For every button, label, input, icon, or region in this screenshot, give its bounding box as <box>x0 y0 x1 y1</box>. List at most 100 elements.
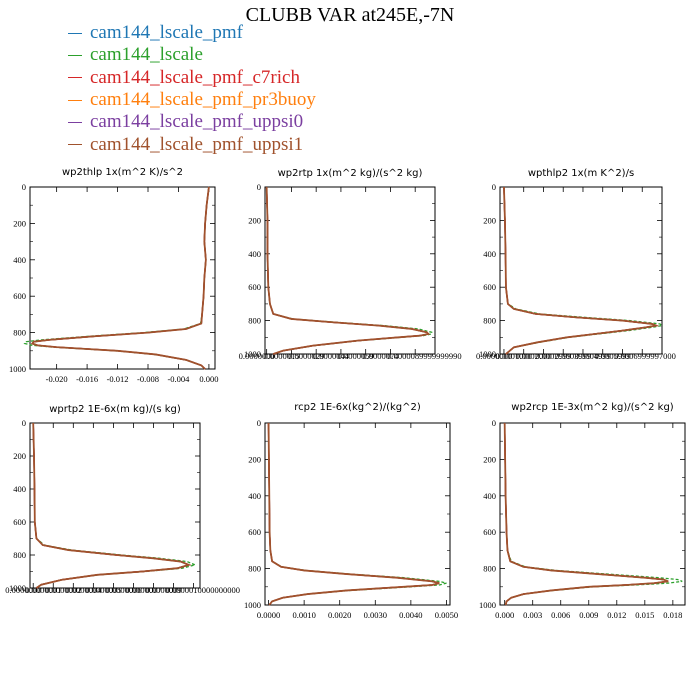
y-tick-label: 800 <box>483 316 496 326</box>
legend-label: cam144_lscale_pmf_pr3buoy <box>90 89 316 111</box>
y-tick-label: 800 <box>13 328 26 338</box>
y-tick-label: 800 <box>248 316 261 326</box>
subplot: wp2thlp 1x(m^2 K)/s^2 0 200 400 600 800 1000 -0… <box>9 167 218 384</box>
x-tick-label: 0.0040 <box>399 610 422 620</box>
y-tick-label: 0 <box>492 182 496 192</box>
subplot-title: wpthlp2 1x(m K^2)/s <box>528 168 634 179</box>
x-tick-label: 0.0000004 <box>65 585 102 595</box>
y-tick-label: 400 <box>248 249 261 259</box>
series-line-cam144-lscale-pmf-c7rich <box>32 422 191 589</box>
plot-frame <box>264 422 451 606</box>
x-tick-label: 0.0005999 <box>594 351 630 361</box>
y-tick-label: 1000 <box>479 600 496 610</box>
subplot: wprtp2 1E-6x(m kg)/(s kg) 0 200 400 600 800 10… <box>5 404 240 595</box>
y-tick-label: 1000 <box>244 349 261 359</box>
series-line-cam144-lscale <box>267 422 447 606</box>
y-tick-label: 0 <box>257 182 261 192</box>
legend-swatch <box>68 32 82 34</box>
legend-swatch <box>68 144 82 146</box>
x-tick-label: 0.009 <box>579 610 598 620</box>
x-tick-label: 0.0000089999999990 <box>387 351 461 361</box>
series-line-cam144-lscale-pmf-c7rich <box>267 422 440 606</box>
x-tick-label: 0.0000000 <box>476 351 512 361</box>
x-tick-label: 0.0000005 <box>85 585 121 595</box>
y-tick-label: 800 <box>13 550 26 560</box>
series-line-cam144-lscale-pmf-uppsi1 <box>30 186 210 370</box>
x-tick-label: -0.004 <box>167 374 190 384</box>
x-tick-label: -0.008 <box>137 374 159 384</box>
x-tick-label: 0.0002000 <box>515 351 551 361</box>
y-tick-label: 800 <box>483 564 496 574</box>
y-tick-label: 400 <box>13 484 26 494</box>
series-line-cam144-lscale-pmf-pr3buoy <box>32 422 191 589</box>
x-tick-label: 0.018 <box>663 610 682 620</box>
series-line-cam144-lscale-pmf <box>32 422 191 589</box>
x-tick-label: 0.0000059 <box>338 351 374 361</box>
x-tick-label: 0.0002999 <box>535 351 571 361</box>
series-line-cam144-lscale <box>23 186 210 370</box>
plot-frame <box>29 186 216 370</box>
y-tick-label: 200 <box>13 451 26 461</box>
x-tick-label: 0.006 <box>551 610 570 620</box>
series-line-cam144-lscale-pmf-uppsi1 <box>32 422 192 589</box>
x-tick-label: 0.0000000 <box>5 585 41 595</box>
y-tick-label: 600 <box>248 282 261 292</box>
x-tick-label: 0.015 <box>635 610 654 620</box>
subplot-title: wp2thlp 1x(m^2 K)/s^2 <box>62 167 183 178</box>
series-line-cam144-lscale-pmf-uppsi1 <box>265 186 431 355</box>
x-tick-label: 0.0006999997000 <box>614 351 676 361</box>
y-tick-label: 0 <box>22 418 26 428</box>
series-line-cam144-lscale-pmf <box>267 422 440 606</box>
y-tick-label: 600 <box>483 282 496 292</box>
series-line-cam144-lscale <box>32 422 198 589</box>
legend-label: cam144_lscale_pmf_uppsi0 <box>90 111 304 133</box>
x-tick-label: 0.0000074 <box>362 351 399 361</box>
y-tick-label: 400 <box>13 255 26 265</box>
y-tick-label: 1000 <box>479 349 496 359</box>
x-tick-label: 0.0000001 <box>25 585 61 595</box>
series-line-cam144-lscale-pmf-uppsi1 <box>503 186 660 355</box>
subplot: rcp2 1E-6x(kg^2)/(kg^2) 0 200 400 600 800 1000… <box>244 402 458 620</box>
x-tick-label: -0.012 <box>107 374 129 384</box>
legend-swatch <box>68 121 82 123</box>
x-tick-label: 0.0000002 <box>45 585 81 595</box>
subplot: wp2rtp 1x(m^2 kg)/(s^2 kg) 0 200 400 600 800 1… <box>239 168 462 361</box>
series-line-cam144-lscale-pmf-uppsi1 <box>503 422 669 606</box>
series-line-cam144-lscale-pmf-uppsi1 <box>267 422 440 606</box>
legend-entry: cam144_lscale_pmf_uppsi0 <box>68 111 316 133</box>
x-tick-label: -0.016 <box>76 374 98 384</box>
x-tick-label: 0.0001000 <box>496 351 532 361</box>
x-tick-label: 0.0004999 <box>575 351 611 361</box>
y-tick-label: 0 <box>22 182 26 192</box>
y-tick-label: 800 <box>248 564 261 574</box>
x-tick-label: 0.0000015 <box>263 351 299 361</box>
subplot: wp2rcp 1E-3x(m^2 kg)/(s^2 kg) 0 200 400 600 8… <box>479 402 686 620</box>
x-tick-label: 0.0000029 <box>288 351 324 361</box>
y-tick-label: 1000 <box>9 364 26 374</box>
x-tick-label: 0.0030 <box>364 610 387 620</box>
y-tick-label: 200 <box>248 215 261 225</box>
y-tick-label: 200 <box>483 215 496 225</box>
x-tick-label: 0.0010 <box>292 610 315 620</box>
x-tick-label: 0.000 <box>495 610 514 620</box>
legend-entry: cam144_lscale_pmf_uppsi1 <box>68 133 316 155</box>
x-tick-label: 0.0000009 <box>146 585 182 595</box>
x-tick-label: 0.0000044 <box>313 351 350 361</box>
page-title: CLUBB VAR at245E,-7N <box>245 4 455 26</box>
y-tick-label: 0 <box>257 418 261 428</box>
y-tick-label: 400 <box>248 491 261 501</box>
y-tick-label: 600 <box>13 291 26 301</box>
y-tick-label: 600 <box>483 527 496 537</box>
series-line-cam144-lscale-pmf-pr3buoy <box>31 186 210 370</box>
x-tick-label: 0.0050 <box>435 610 458 620</box>
series-line-cam144-lscale-pmf-uppsi0 <box>31 186 210 370</box>
x-tick-label: 0.0003999 <box>555 351 591 361</box>
legend-entry: cam144_lscale_pmf <box>68 22 316 44</box>
y-tick-label: 200 <box>483 454 496 464</box>
subplot-title: rcp2 1E-6x(kg^2)/(kg^2) <box>294 402 421 413</box>
series-line-cam144-lscale-pmf-uppsi0 <box>267 422 440 606</box>
x-tick-label: 0.0020 <box>328 610 351 620</box>
legend-swatch <box>68 54 82 56</box>
subplot: wpthlp2 1x(m K^2)/s020040060080010000.00… <box>476 168 676 361</box>
